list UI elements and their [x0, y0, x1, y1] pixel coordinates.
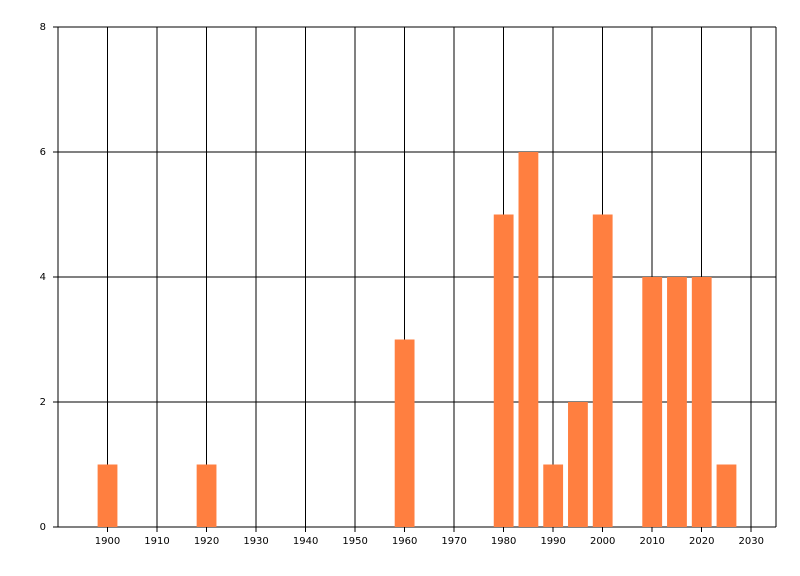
x-tick-label: 2000	[590, 536, 615, 547]
x-tick-label: 1960	[392, 536, 417, 547]
x-tick-label: 2030	[739, 536, 764, 547]
y-tick-label: 0	[40, 522, 46, 533]
x-tick-label: 1900	[95, 536, 120, 547]
y-tick-label: 2	[40, 397, 46, 408]
bar	[568, 402, 588, 527]
bar	[716, 464, 737, 527]
bar	[592, 214, 613, 527]
bar	[691, 277, 712, 527]
x-tick-label: 1970	[441, 536, 466, 547]
y-tick-label: 6	[40, 147, 46, 158]
x-tick-label: 1910	[144, 536, 169, 547]
bar	[196, 464, 217, 527]
x-tick-label: 2010	[639, 536, 664, 547]
bar	[493, 214, 514, 527]
x-tick-label: 1940	[293, 536, 318, 547]
bar	[667, 277, 687, 527]
x-tick-label: 1990	[540, 536, 565, 547]
bar	[394, 339, 415, 527]
y-tick-label: 8	[40, 22, 46, 33]
x-tick-label: 1930	[243, 536, 268, 547]
x-tick-label: 1980	[491, 536, 516, 547]
bar	[543, 464, 564, 527]
x-tick-label: 1920	[194, 536, 219, 547]
bar	[97, 464, 118, 527]
x-tick-label: 1950	[342, 536, 367, 547]
bar	[518, 152, 539, 527]
x-tick-label: 2020	[689, 536, 714, 547]
y-tick-label: 4	[40, 272, 46, 283]
bar	[642, 277, 663, 527]
